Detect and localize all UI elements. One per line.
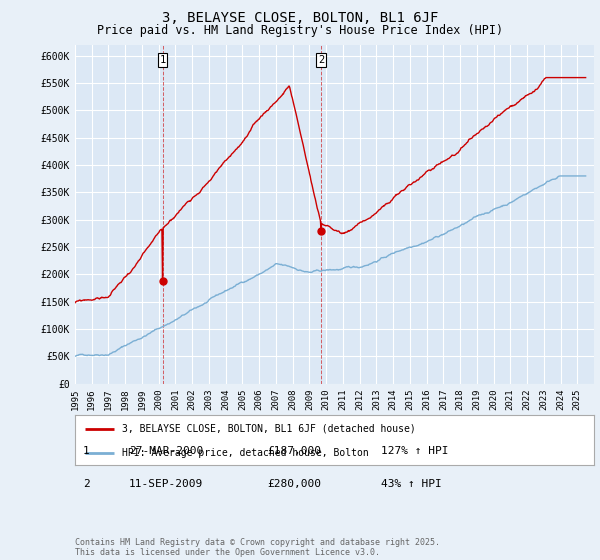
Text: £187,000: £187,000: [267, 446, 321, 456]
Text: 43% ↑ HPI: 43% ↑ HPI: [381, 479, 442, 489]
Text: 11-SEP-2009: 11-SEP-2009: [129, 479, 203, 489]
Text: 1: 1: [160, 55, 166, 65]
Text: 3, BELAYSE CLOSE, BOLTON, BL1 6JF (detached house): 3, BELAYSE CLOSE, BOLTON, BL1 6JF (detac…: [122, 423, 415, 433]
Text: Contains HM Land Registry data © Crown copyright and database right 2025.
This d: Contains HM Land Registry data © Crown c…: [75, 538, 440, 557]
Text: 2: 2: [83, 479, 90, 489]
Text: 127% ↑ HPI: 127% ↑ HPI: [381, 446, 449, 456]
Text: 3, BELAYSE CLOSE, BOLTON, BL1 6JF: 3, BELAYSE CLOSE, BOLTON, BL1 6JF: [162, 11, 438, 25]
Text: 27-MAR-2000: 27-MAR-2000: [129, 446, 203, 456]
Text: £280,000: £280,000: [267, 479, 321, 489]
Text: 2: 2: [318, 55, 324, 65]
Text: 1: 1: [83, 446, 90, 456]
Text: Price paid vs. HM Land Registry's House Price Index (HPI): Price paid vs. HM Land Registry's House …: [97, 24, 503, 36]
Text: HPI: Average price, detached house, Bolton: HPI: Average price, detached house, Bolt…: [122, 447, 368, 458]
